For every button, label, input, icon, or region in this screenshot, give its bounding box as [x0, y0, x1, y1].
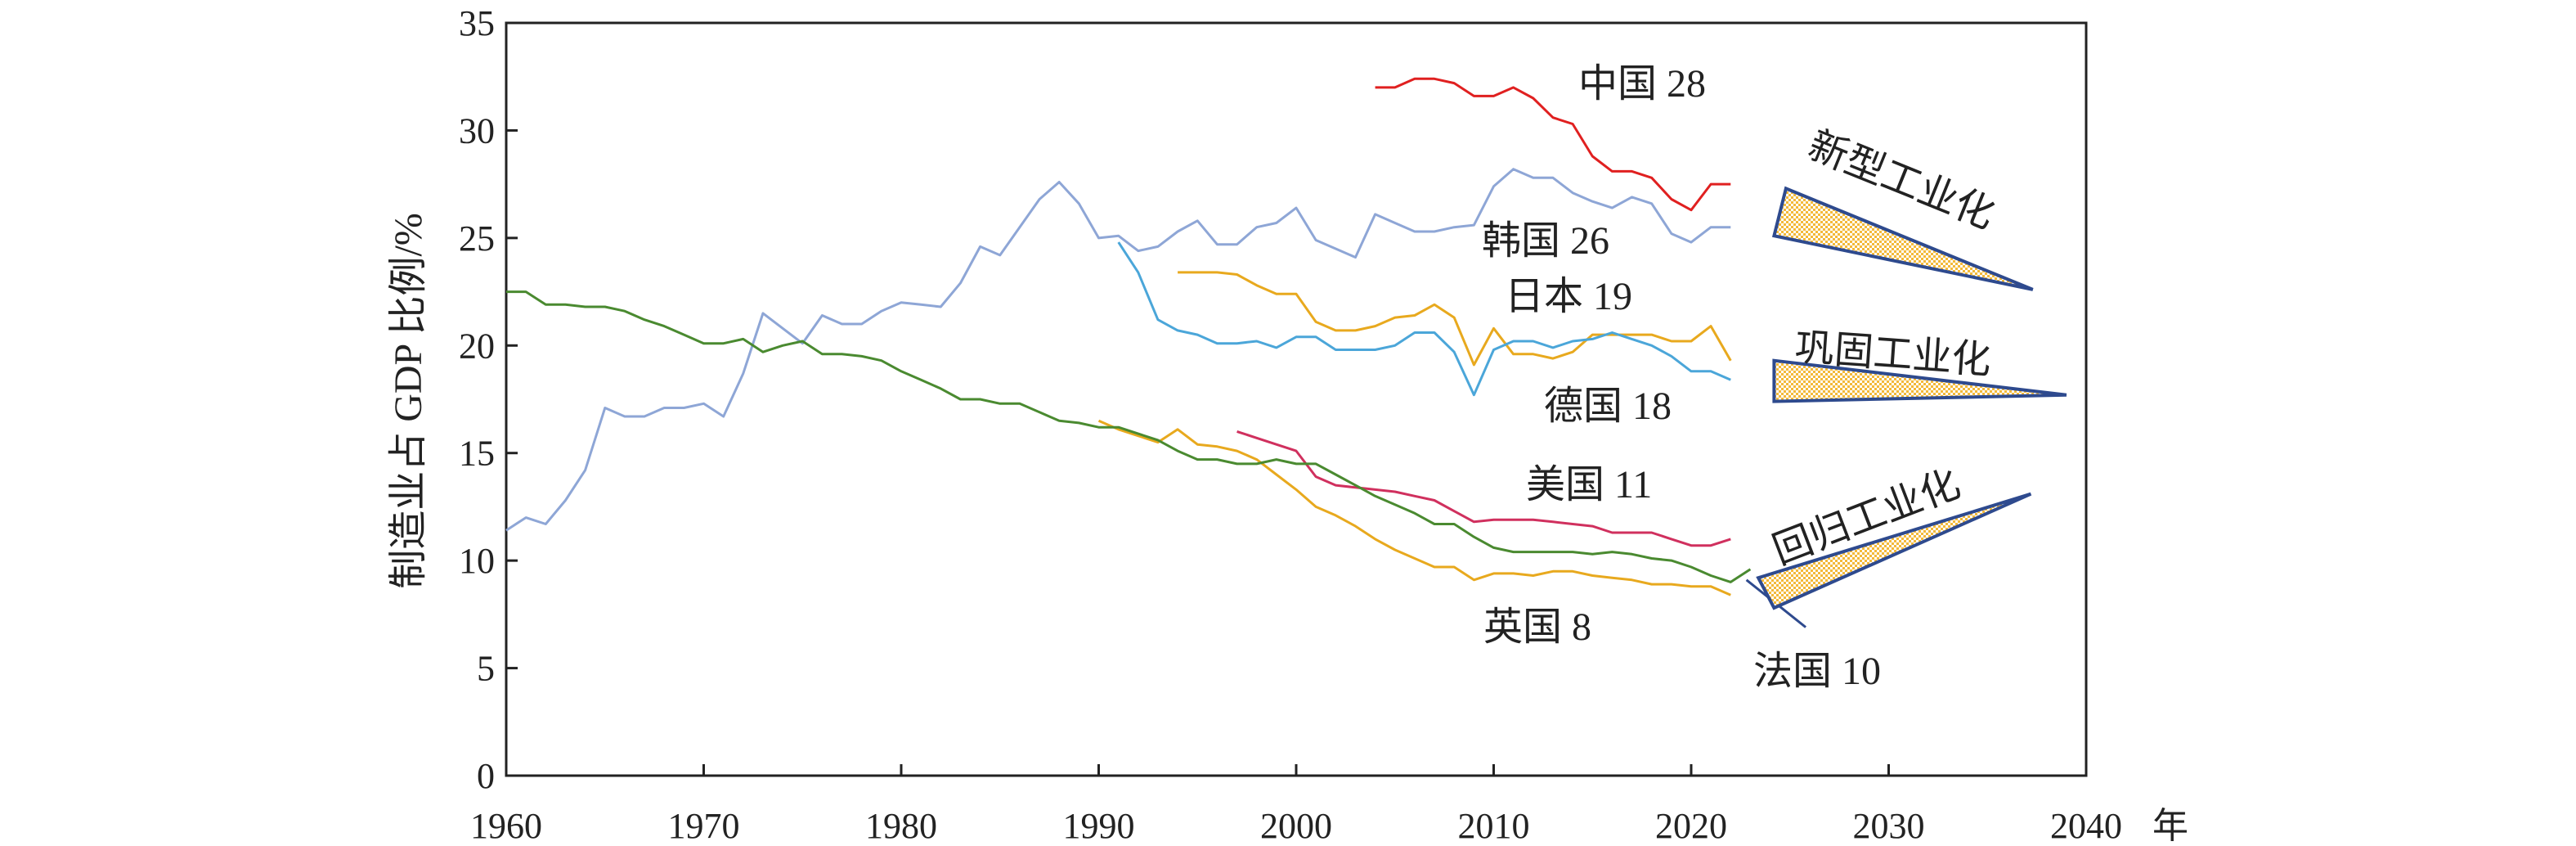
trend-wedge: [1771, 186, 2034, 291]
trend-wedge: [1772, 358, 2067, 403]
y-tick-label: 25: [459, 218, 495, 259]
series-label: 日本 19: [1505, 275, 1632, 318]
y-tick-label: 10: [459, 541, 495, 581]
y-tick-label: 30: [459, 110, 495, 151]
x-tick-label: 1960: [470, 806, 542, 846]
x-tick-label: 1980: [865, 806, 937, 846]
x-tick-label: 2010: [1458, 806, 1530, 846]
series-line: [1117, 241, 1731, 397]
series-line: [506, 290, 1752, 583]
y-tick-label: 0: [477, 756, 495, 796]
series-line: [505, 168, 1731, 532]
series-label: 法国 10: [1753, 650, 1881, 693]
x-tick-label: 2020: [1655, 806, 1727, 846]
x-tick-label: 2000: [1260, 806, 1332, 846]
y-tick-label: 5: [477, 649, 495, 689]
x-axis-unit: 年: [2152, 806, 2188, 846]
x-tick-label: 2040: [2050, 806, 2122, 846]
series-label: 英国 8: [1483, 605, 1591, 649]
series-line: [1375, 77, 1731, 212]
y-tick-label: 35: [459, 3, 495, 43]
y-axis-label: 制造业占 GDP 比例/%: [387, 213, 430, 589]
y-tick-label: 15: [459, 434, 495, 474]
x-tick-label: 1990: [1063, 806, 1135, 846]
series-label: 中国 28: [1578, 62, 1706, 106]
series-line: [1097, 419, 1731, 596]
series-line: [1236, 430, 1731, 547]
axes: 1960 1970 1980 1990 2000 2010 2020 2030 20400510…: [459, 3, 2122, 846]
trend-wedge: [1756, 492, 2032, 610]
series-label: 韩国 26: [1482, 219, 1609, 263]
x-tick-label: 1970: [668, 806, 740, 846]
x-tick-label: 2030: [1853, 806, 1925, 846]
series-line: [1178, 271, 1732, 367]
y-tick-label: 20: [459, 326, 495, 366]
series-label: 美国 11: [1526, 463, 1652, 506]
series-label: 德国 18: [1544, 385, 1672, 428]
